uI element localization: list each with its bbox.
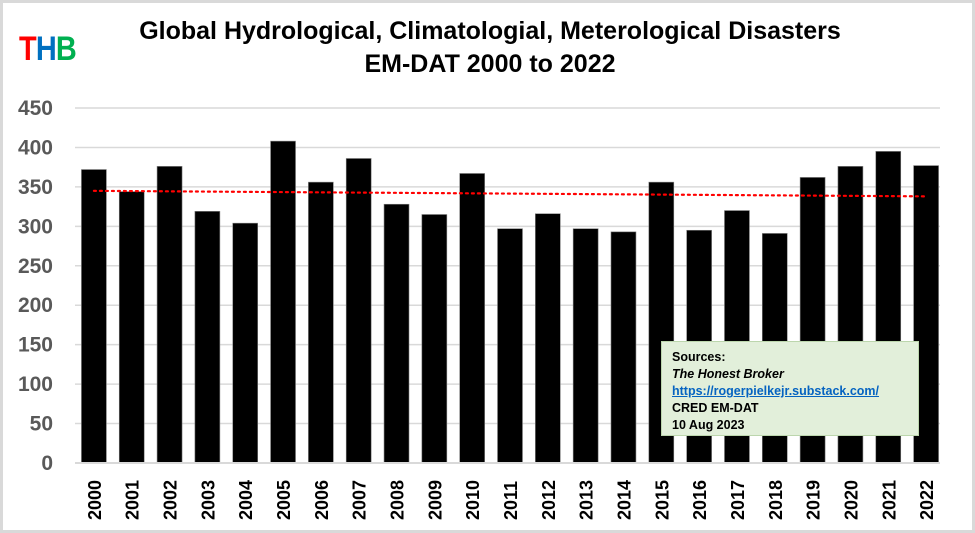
x-tick-label: 2020 [841,480,861,520]
trendline [92,189,928,198]
logo-letter-b: B [55,30,77,68]
sources-heading: Sources: [672,350,726,364]
y-tick-label: 150 [18,334,53,357]
x-tick-label: 2021 [879,480,899,520]
sources-box: Sources: The Honest Broker https://roger… [661,341,919,436]
x-tick-label: 2018 [766,480,786,520]
bar [572,228,599,464]
x-tick-label: 2011 [501,481,521,520]
logo-letter-t: T [19,30,37,68]
x-tick-label: 2004 [236,480,256,520]
bar [270,140,296,464]
x-tick-label: 2010 [463,480,483,520]
bar [421,214,448,464]
y-tick-label: 50 [30,413,53,436]
y-tick-label: 200 [18,294,53,317]
bar [118,191,145,464]
x-tick-label: 2006 [312,480,332,520]
y-tick-label: 0 [41,452,53,475]
y-tick-label: 450 [18,97,53,120]
bar [232,222,259,464]
x-tick-label: 2013 [577,480,597,520]
x-tick-label: 2000 [85,480,105,520]
y-tick-label: 100 [18,373,53,396]
bar [156,166,183,464]
sources-publication: The Honest Broker [672,367,784,381]
chart-subtitle: EM-DAT 2000 to 2022 [364,50,616,78]
sources-dataset: CRED EM-DAT [672,401,759,415]
bar [194,211,221,464]
x-tick-label: 2015 [652,480,672,520]
x-tick-label: 2002 [161,480,181,520]
bar [459,173,485,464]
x-tick-label: 2005 [274,480,294,520]
bar [497,228,523,464]
x-tick-label: 2012 [539,480,559,520]
y-tick-label: 300 [18,215,53,238]
x-tick-label: 2014 [614,480,634,520]
x-tick-label: 2017 [728,480,748,520]
bar [81,169,107,464]
logo-letter-h: H [35,30,57,68]
x-tick-label: 2001 [123,480,143,520]
y-tick-label: 250 [18,255,53,278]
bar [535,213,561,464]
y-tick-label: 350 [18,176,53,199]
bar [610,231,637,464]
x-tick-label: 2019 [804,480,824,520]
x-tick-label: 2003 [198,480,218,520]
x-tick-label: 2009 [425,480,445,520]
x-tick-label: 2008 [388,480,408,520]
thb-logo: THB [19,30,77,69]
bar [383,203,410,464]
x-tick-label: 2022 [917,480,937,520]
sources-date: 10 Aug 2023 [672,418,745,432]
x-tick-label: 2016 [690,480,710,520]
sources-url-link[interactable]: https://rogerpielkejr.substack.com/ [672,384,880,398]
bar [308,181,334,464]
y-tick-label: 400 [18,136,53,159]
chart-title-block: Global Hydrological, Climatologial, Mete… [100,15,880,81]
chart-title: Global Hydrological, Climatologial, Mete… [139,17,841,45]
x-tick-label: 2007 [350,480,370,520]
bar [345,158,372,464]
